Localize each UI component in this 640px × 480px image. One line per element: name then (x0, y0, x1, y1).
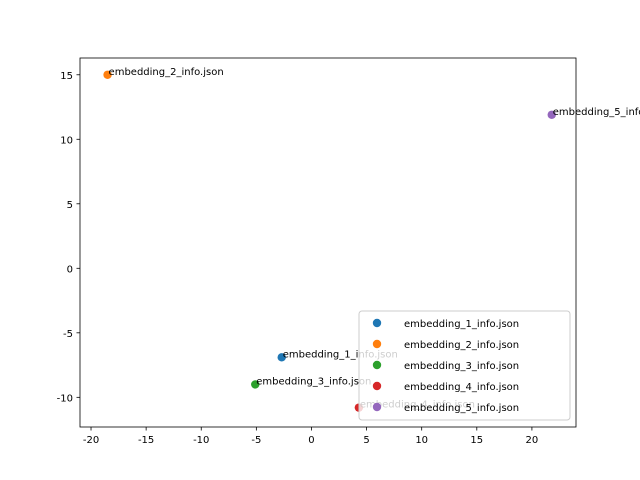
legend-entry: embedding_1_info.json (404, 319, 519, 330)
legend-entry: embedding_5_info.json (404, 403, 519, 414)
data-point (251, 380, 260, 389)
legend-marker (372, 402, 382, 412)
legend-marker (372, 381, 382, 391)
x-tick-label: -20 (83, 435, 99, 446)
legend-marker (372, 318, 382, 328)
x-tick-label: 0 (308, 435, 314, 446)
y-tick-label: 5 (67, 200, 73, 211)
legend-box (358, 310, 571, 421)
data-point (277, 353, 286, 362)
legend-entry: embedding_2_info.json (404, 340, 519, 351)
legend-entry: embedding_3_info.json (404, 361, 519, 372)
x-tick-label: -5 (251, 435, 261, 446)
x-tick-label: 10 (415, 435, 428, 446)
legend-marker (372, 339, 382, 349)
point-label: embedding_2_info.json (109, 67, 224, 78)
data-point (547, 110, 556, 119)
x-tick-label: -15 (138, 435, 154, 446)
axes-frame (79, 57, 577, 428)
point-label: embedding_1_info.json (283, 349, 398, 360)
legend-marker (372, 360, 382, 370)
y-tick-label: 10 (60, 135, 73, 146)
x-tick-label: 20 (526, 435, 539, 446)
y-tick-label: 15 (60, 71, 73, 82)
x-tick-label: 5 (363, 435, 369, 446)
point-label: embedding_5_info.json (553, 107, 640, 118)
x-tick-label: 15 (470, 435, 483, 446)
legend-entry: embedding_4_info.json (404, 382, 519, 393)
y-tick-label: -5 (63, 329, 73, 340)
y-tick-label: 0 (67, 264, 73, 275)
x-tick-label: -10 (193, 435, 209, 446)
data-point (103, 70, 112, 79)
point-label: embedding_3_info.json (256, 376, 371, 387)
y-tick-label: -10 (57, 393, 73, 404)
